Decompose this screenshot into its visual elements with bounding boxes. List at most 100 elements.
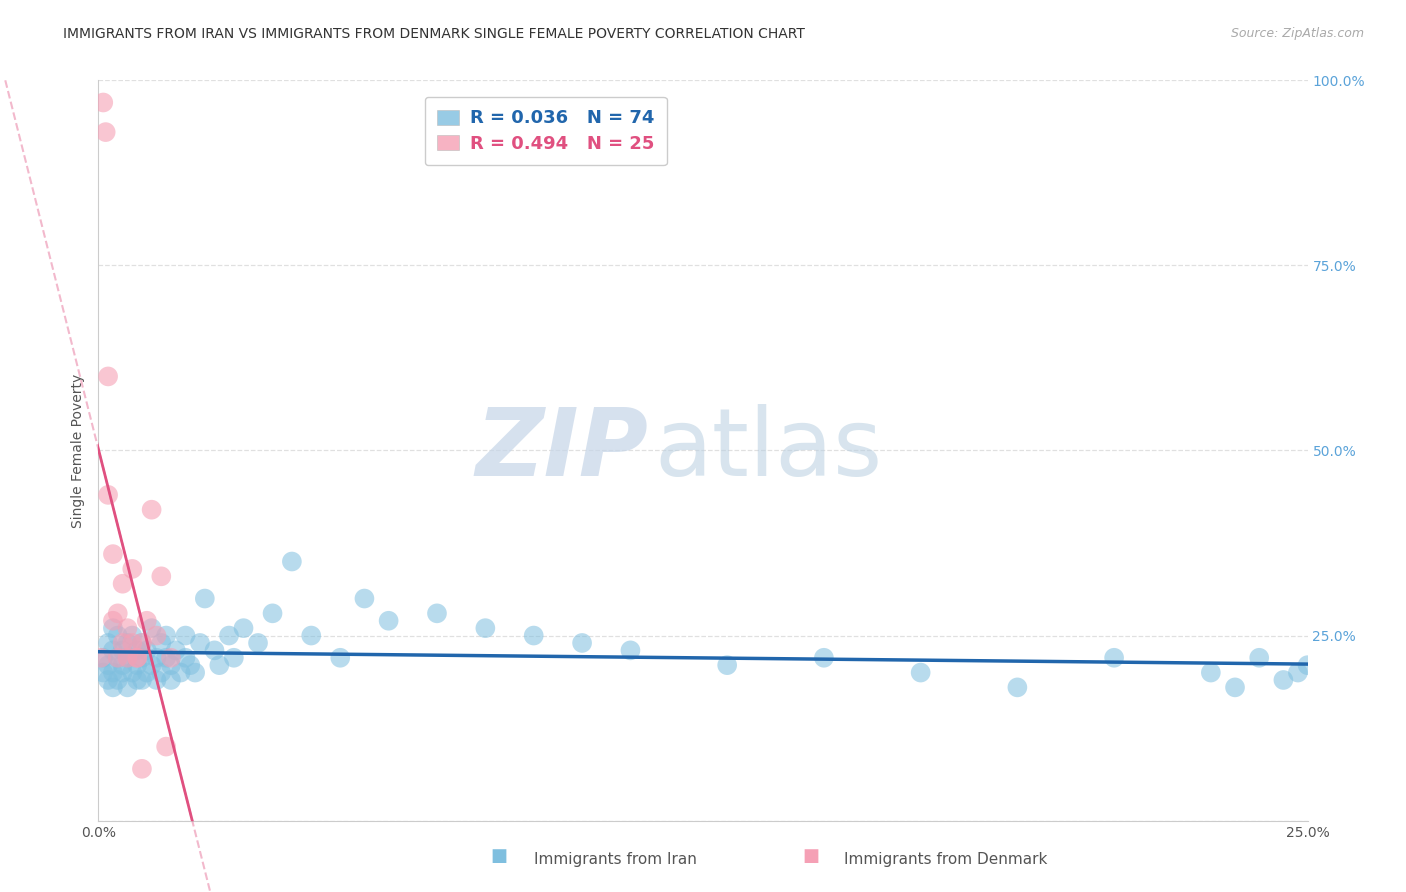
Point <box>117 650 139 665</box>
Point <box>145 650 167 665</box>
Point <box>131 762 153 776</box>
Point <box>204 643 226 657</box>
Point <box>1199 665 1222 680</box>
Point <box>121 628 143 642</box>
Text: Source: ZipAtlas.com: Source: ZipAtlas.com <box>1230 27 1364 40</box>
Point <box>232 621 254 635</box>
Point <box>107 650 129 665</box>
Point <box>329 650 352 665</box>
Text: atlas: atlas <box>655 404 883 497</box>
Point <box>299 628 322 642</box>
Point <box>1007 681 1029 695</box>
Point <box>101 681 124 695</box>
Point <box>1272 673 1295 687</box>
Point <box>94 125 117 139</box>
Point <box>160 658 183 673</box>
Point <box>1286 665 1309 680</box>
Point <box>155 739 177 754</box>
Point <box>127 658 149 673</box>
Point <box>222 650 245 665</box>
Point <box>107 628 129 642</box>
Point <box>1249 650 1271 665</box>
Point <box>91 665 114 680</box>
Point <box>150 665 173 680</box>
Point <box>117 621 139 635</box>
Point <box>165 643 187 657</box>
Point <box>90 650 112 665</box>
Point <box>184 665 207 680</box>
Text: ■: ■ <box>491 847 508 865</box>
Point <box>97 658 120 673</box>
Point <box>111 636 134 650</box>
Point <box>281 555 304 569</box>
Point <box>262 607 284 621</box>
Text: IMMIGRANTS FROM IRAN VS IMMIGRANTS FROM DENMARK SINGLE FEMALE POVERTY CORRELATIO: IMMIGRANTS FROM IRAN VS IMMIGRANTS FROM … <box>63 27 806 41</box>
Point <box>145 628 167 642</box>
Text: Immigrants from Iran: Immigrants from Iran <box>534 852 697 867</box>
Point <box>117 681 139 695</box>
Point <box>247 636 270 650</box>
Point <box>188 636 211 650</box>
Point <box>97 488 120 502</box>
Point <box>426 607 449 621</box>
Point <box>141 502 163 516</box>
Point <box>131 636 153 650</box>
Point <box>111 665 134 680</box>
Point <box>910 665 932 680</box>
Point <box>127 650 149 665</box>
Point <box>150 569 173 583</box>
Point <box>1102 650 1125 665</box>
Point <box>169 665 191 680</box>
Point <box>131 636 153 650</box>
Point <box>111 576 134 591</box>
Point <box>117 650 139 665</box>
Point <box>353 591 375 606</box>
Point <box>141 658 163 673</box>
Point <box>619 643 641 657</box>
Text: ■: ■ <box>803 847 820 865</box>
Point <box>174 650 197 665</box>
Point <box>121 562 143 576</box>
Point <box>91 650 114 665</box>
Text: Immigrants from Denmark: Immigrants from Denmark <box>844 852 1047 867</box>
Point <box>571 636 593 650</box>
Point <box>135 643 157 657</box>
Point <box>91 95 114 110</box>
Point <box>101 643 124 657</box>
Point <box>101 547 124 561</box>
Point <box>1223 681 1246 695</box>
Point <box>174 628 197 642</box>
Point <box>107 607 129 621</box>
Point <box>121 636 143 650</box>
Point <box>1296 658 1319 673</box>
Point <box>813 650 835 665</box>
Point <box>101 621 124 635</box>
Point <box>160 673 183 687</box>
Point <box>127 673 149 687</box>
Text: ZIP: ZIP <box>475 404 648 497</box>
Point <box>218 628 240 642</box>
Point <box>97 673 120 687</box>
Point <box>107 673 129 687</box>
Point <box>160 650 183 665</box>
Point <box>155 650 177 665</box>
Point <box>131 650 153 665</box>
Point <box>179 658 201 673</box>
Point <box>117 636 139 650</box>
Point <box>107 650 129 665</box>
Point <box>523 628 546 642</box>
Point <box>474 621 496 635</box>
Point <box>101 614 124 628</box>
Legend: R = 0.036   N = 74, R = 0.494   N = 25: R = 0.036 N = 74, R = 0.494 N = 25 <box>425 96 666 165</box>
Point <box>141 621 163 635</box>
Point <box>716 658 738 673</box>
Point <box>194 591 217 606</box>
Point <box>208 658 231 673</box>
Point <box>127 643 149 657</box>
Point <box>135 665 157 680</box>
Point <box>145 673 167 687</box>
Point <box>150 636 173 650</box>
Point <box>377 614 399 628</box>
Point <box>121 665 143 680</box>
Point <box>101 665 124 680</box>
